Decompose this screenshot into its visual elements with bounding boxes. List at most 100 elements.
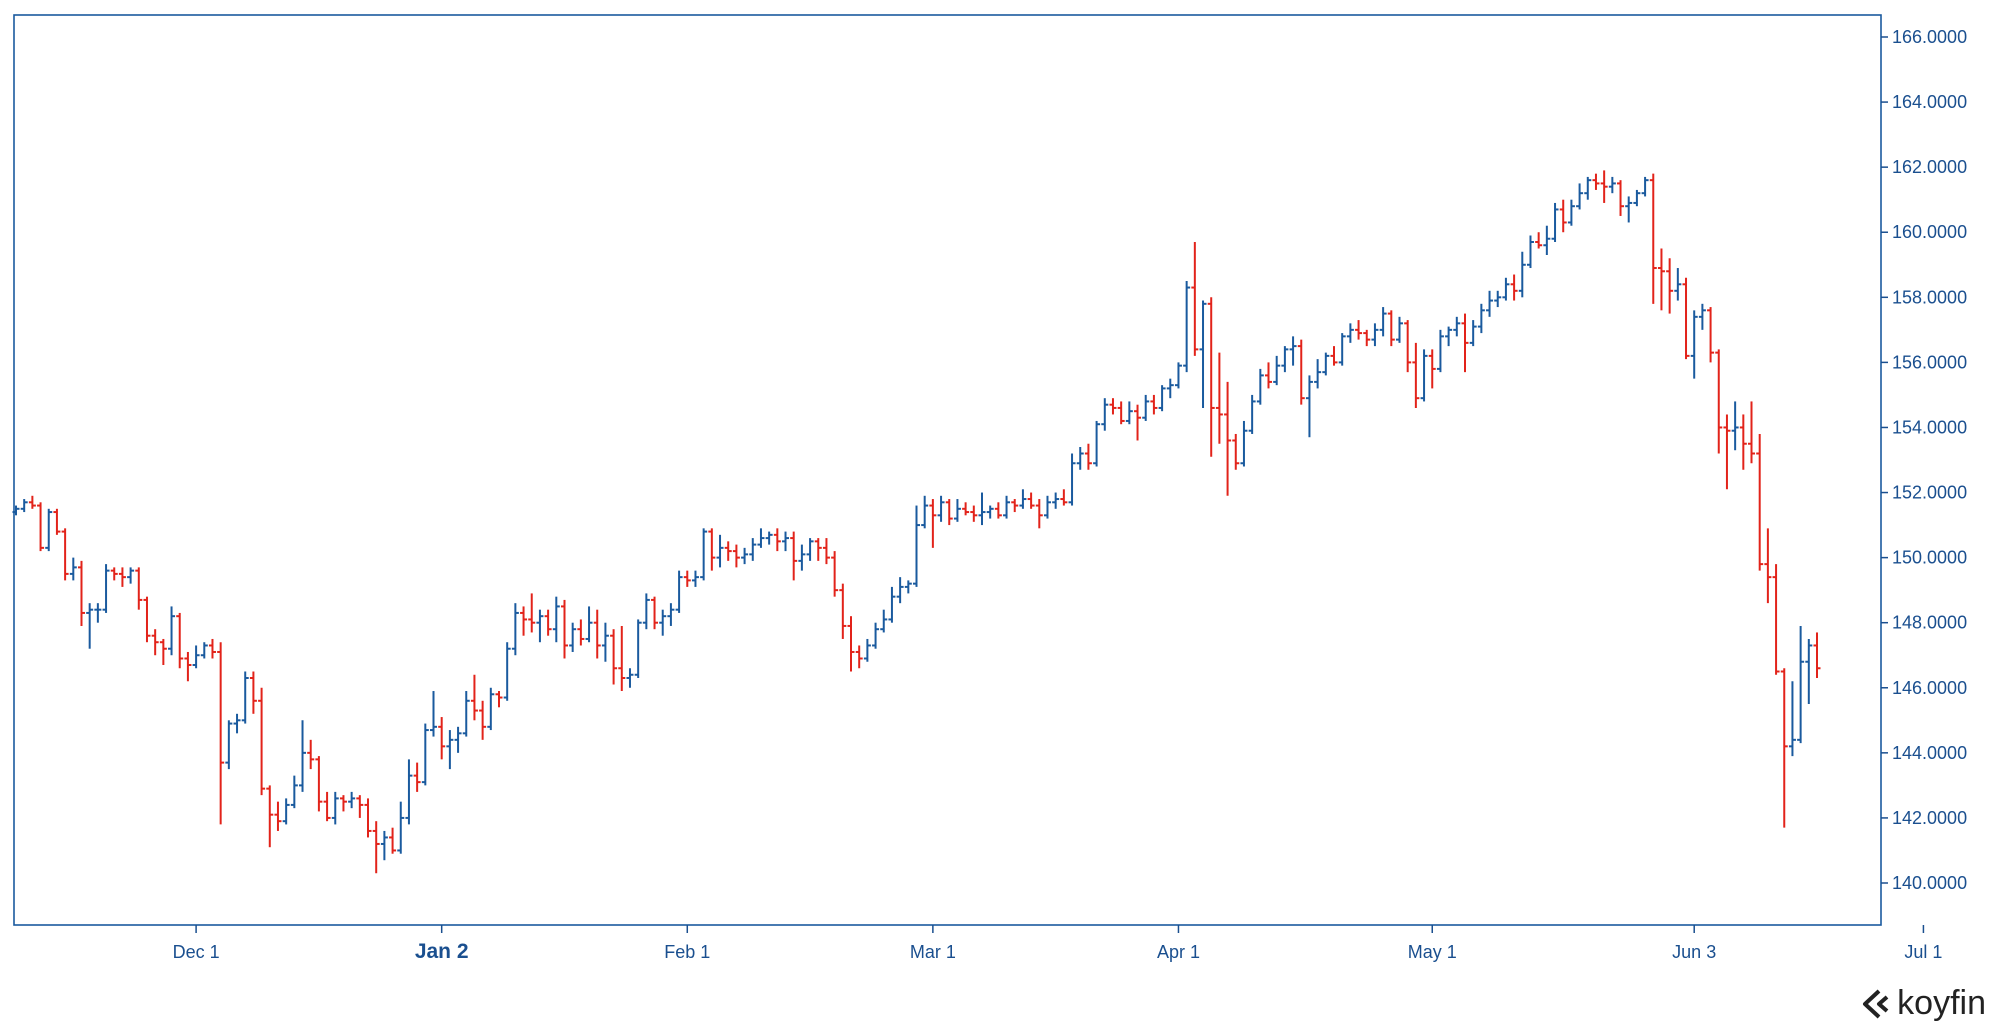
- ohlc-bar: [1387, 310, 1395, 347]
- ohlc-bar: [290, 775, 298, 809]
- ohlc-bar: [1674, 268, 1682, 301]
- ohlc-bar: [1772, 564, 1780, 675]
- ohlc-bar: [798, 544, 806, 571]
- ohlc-bar: [511, 603, 519, 656]
- ohlc-bar: [1134, 404, 1142, 441]
- ohlc-bar: [1166, 378, 1174, 399]
- ohlc-bar: [1256, 368, 1264, 405]
- ohlc-bar: [896, 577, 904, 604]
- ohlc-bar: [217, 642, 225, 825]
- ohlc-bar: [904, 580, 912, 594]
- ohlc-bar: [691, 570, 699, 587]
- price-bars: [12, 170, 1821, 874]
- ohlc-bar: [1232, 433, 1240, 470]
- ohlc-bar: [593, 609, 601, 659]
- ohlc-bar: [1379, 307, 1387, 337]
- ohlc-bar: [994, 502, 1002, 519]
- ohlc-bar: [855, 645, 863, 669]
- ohlc-bar: [1445, 326, 1453, 347]
- ohlc-bar: [978, 492, 986, 526]
- ohlc-bar: [741, 547, 749, 565]
- ohlc-bar: [1567, 199, 1575, 226]
- y-tick-label: 162.0000: [1892, 157, 1967, 177]
- ohlc-bar: [1477, 303, 1485, 334]
- x-tick-label: Feb 1: [664, 942, 710, 962]
- ohlc-bar: [1420, 349, 1428, 402]
- ohlc-bar: [77, 560, 85, 626]
- ohlc-bar: [1682, 277, 1690, 360]
- y-tick-label: 154.0000: [1892, 417, 1967, 437]
- y-tick-label: 148.0000: [1892, 613, 1967, 633]
- ohlc-bar: [1592, 173, 1600, 190]
- ohlc-bar: [430, 691, 438, 737]
- ohlc-bar: [716, 534, 724, 568]
- ohlc-bar: [659, 609, 667, 636]
- ohlc-bar: [307, 739, 315, 770]
- ohlc-bar: [552, 596, 560, 643]
- ohlc-bar: [159, 638, 167, 665]
- ohlc-bar: [601, 622, 609, 662]
- y-tick-label: 146.0000: [1892, 678, 1967, 698]
- y-tick-label: 150.0000: [1892, 548, 1967, 568]
- koyfin-logo: koyfin: [1859, 984, 1986, 1023]
- ohlc-bar: [675, 570, 683, 613]
- ohlc-bar: [1076, 446, 1084, 470]
- ohlc-bar: [831, 551, 839, 597]
- plot-frame: [13, 14, 1882, 926]
- ohlc-bar: [929, 499, 937, 548]
- ohlc-bar: [1043, 495, 1051, 519]
- ohlc-bar: [1395, 316, 1403, 343]
- ohlc-bar: [520, 606, 528, 636]
- y-tick-label: 164.0000: [1892, 92, 1967, 112]
- ohlc-bar: [732, 544, 740, 568]
- ohlc-bar: [1559, 199, 1567, 233]
- ohlc-bar: [225, 720, 233, 770]
- ohlc-bar: [462, 691, 470, 737]
- ohlc-bar: [192, 645, 200, 669]
- ohlc-bar: [1412, 342, 1420, 408]
- ohlc-bar: [1363, 329, 1371, 347]
- ohlc-bar: [888, 586, 896, 623]
- ohlc-bar: [1330, 346, 1338, 366]
- y-tick-label: 144.0000: [1892, 743, 1967, 763]
- y-tick-label: 160.0000: [1892, 222, 1967, 242]
- ohlc-bar: [315, 756, 323, 812]
- ohlc-bar: [397, 801, 405, 854]
- ohlc-bar: [151, 629, 159, 656]
- ohlc-bar: [454, 726, 462, 753]
- ohlc-bar: [708, 528, 716, 571]
- ohlc-bar: [168, 606, 176, 656]
- ohlc-bar: [487, 687, 495, 731]
- ohlc-bar: [1551, 202, 1559, 242]
- ohlc-bar: [1739, 414, 1747, 470]
- ohlc-bar: [339, 795, 347, 812]
- ohlc-bar: [536, 609, 544, 643]
- ohlc-bar: [331, 791, 339, 825]
- ohlc-bar: [1690, 310, 1698, 379]
- ohlc-bar: [1215, 352, 1223, 444]
- ohlc-bar: [1797, 625, 1805, 744]
- ohlc-bar: [1698, 303, 1706, 330]
- ohlc-bar: [1305, 375, 1313, 438]
- ohlc-bar: [986, 505, 994, 519]
- ohlc-bar: [749, 538, 757, 561]
- ohlc-bar: [1248, 394, 1256, 434]
- ohlc-bar: [266, 785, 274, 848]
- ohlc-bar: [208, 638, 216, 659]
- ohlc-bar: [1633, 189, 1641, 207]
- ohlc-bar: [651, 596, 659, 630]
- ohlc-bar: [1404, 320, 1412, 373]
- ohlc-bar: [937, 495, 945, 522]
- brand-name: koyfin: [1897, 984, 1986, 1022]
- ohlc-bar: [880, 609, 888, 633]
- ohlc-bar: [356, 795, 364, 818]
- ohlc-bar: [667, 603, 675, 626]
- ohlc-bar: [200, 642, 208, 659]
- ohlc-bar: [176, 612, 184, 669]
- ohlc-bar: [847, 616, 855, 672]
- x-tick-label: May 1: [1408, 942, 1457, 962]
- ohlc-bar: [1543, 225, 1551, 256]
- ohlc-bar: [143, 596, 151, 643]
- ohlc-bar: [724, 541, 732, 561]
